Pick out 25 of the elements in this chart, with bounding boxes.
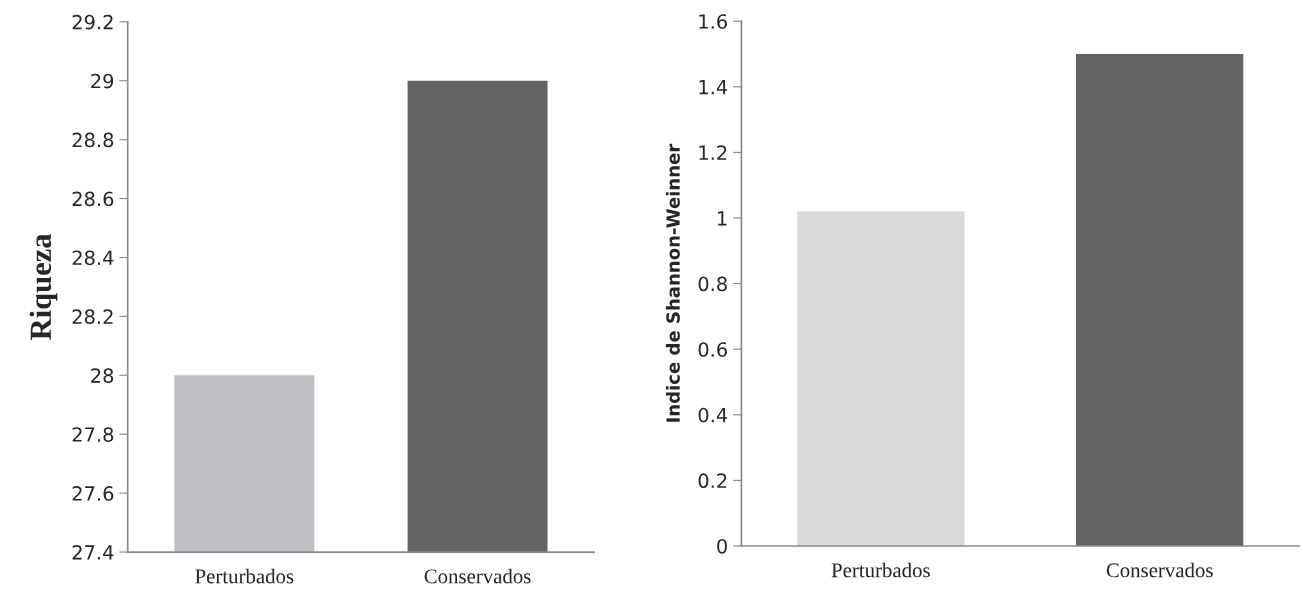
y-tick-label: 27.4 xyxy=(72,545,114,560)
y-tick-label: 28.6 xyxy=(72,191,114,207)
y-tick-label: 0.6 xyxy=(698,342,727,357)
y-tick-label: 0.4 xyxy=(698,407,728,423)
y-tick-label: 1.6 xyxy=(699,14,727,29)
y-tick-label: 28.8 xyxy=(72,132,114,148)
x-tick-label: Perturbados xyxy=(195,568,294,584)
y-tick-label: 29.2 xyxy=(72,14,113,30)
y-axis-title: Indice de Shannon-Weinner xyxy=(665,143,680,422)
y-tick-label: 0.8 xyxy=(698,276,727,292)
x-tick-label: Perturbados xyxy=(831,562,930,578)
x-tick-label: Conservados xyxy=(424,568,531,584)
y-tick-label: 27.6 xyxy=(72,486,114,501)
y-tick-label: 28 xyxy=(91,368,114,383)
y-axis-title: Riqueza xyxy=(29,233,58,340)
y-tick-label: 29 xyxy=(91,73,114,89)
y-tick-label: 1 xyxy=(717,211,727,226)
y-tick-label: 0.2 xyxy=(698,473,727,489)
y-tick-label: 1.2 xyxy=(699,145,727,160)
y-tick-label: 27.8 xyxy=(72,427,114,442)
y-tick-label: 28.4 xyxy=(72,250,114,266)
y-tick-label: 28.2 xyxy=(72,309,113,325)
y-tick-label: 0 xyxy=(717,538,727,554)
y-tick-label: 1.4 xyxy=(699,80,728,95)
x-tick-label: Conservados xyxy=(1106,562,1213,578)
